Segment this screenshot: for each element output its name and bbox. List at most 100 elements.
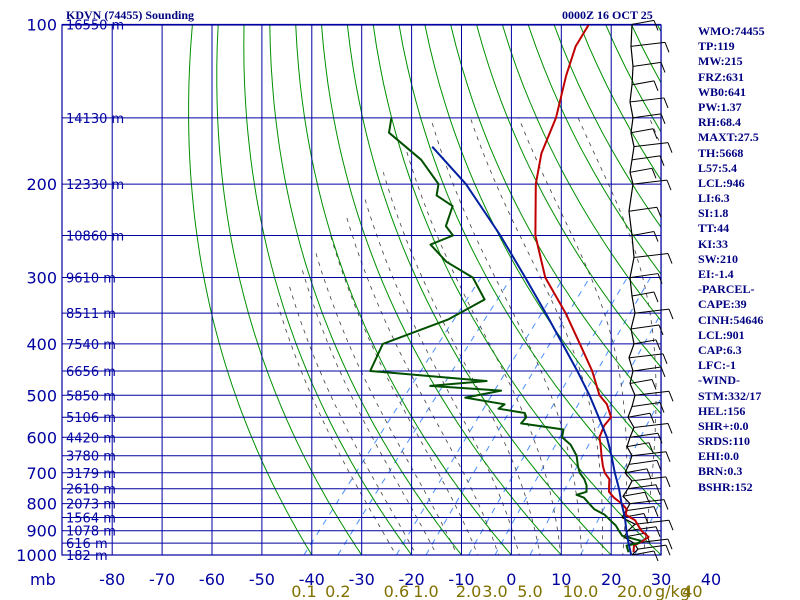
wind-barb-flag — [666, 179, 672, 191]
parcel-path-line — [431, 146, 633, 555]
mixing-ratio-unit-label: g/kg — [655, 582, 690, 600]
wind-barb — [626, 442, 650, 448]
wind-barb-flag — [656, 207, 662, 218]
mixing-ratio-line — [425, 277, 591, 555]
dry-adiabat-line — [579, 25, 661, 181]
wind-barb — [630, 128, 654, 134]
wind-barb-flag — [667, 538, 673, 550]
wind-barb-flag — [653, 231, 659, 242]
wind-barb — [622, 491, 646, 497]
height-label: 616 m — [66, 537, 108, 552]
wind-barb-flag — [660, 113, 666, 125]
pressure-tick-label: 800 — [26, 495, 57, 514]
wind-barb — [627, 526, 657, 532]
wind-barb-flag — [656, 460, 662, 471]
sounding-index: LFC:-1 — [698, 358, 736, 373]
wind-barb-flag — [653, 80, 659, 92]
height-label: 2610 m — [66, 483, 116, 498]
wind-barb — [629, 167, 653, 173]
height-label: 1078 m — [66, 525, 116, 540]
wind-barb — [632, 61, 662, 67]
temperature-tick-label: 0 — [506, 570, 516, 589]
dry-adiabat-line — [761, 24, 800, 566]
sounding-index: WMO:74455 — [698, 24, 765, 38]
wind-barb — [631, 80, 655, 86]
wind-barb — [634, 390, 670, 396]
pressure-tick-label: 100 — [26, 15, 57, 34]
wind-barb — [628, 206, 658, 212]
sounding-index: TP:119 — [698, 39, 735, 54]
dry-adiabat-line — [243, 25, 413, 555]
moist-adiabat-line — [275, 299, 397, 555]
wind-barb — [637, 544, 667, 550]
wind-barb — [631, 451, 667, 457]
sounding-index: MW:215 — [698, 54, 743, 69]
mixing-ratio-tick-label: 3.0 — [482, 582, 507, 600]
wind-barb-flag — [657, 273, 663, 284]
sounding-index: TT:44 — [698, 221, 730, 236]
dry-adiabat-line — [786, 24, 800, 566]
wind-barb-flag — [667, 253, 673, 264]
temperature-tick-label: -10 — [448, 570, 474, 589]
pressure-unit-label: mb — [30, 570, 56, 589]
mixing-ratio-tick-label: 0.6 — [384, 582, 409, 600]
wind-barb-flag — [643, 513, 649, 524]
height-label: 4420 m — [66, 431, 116, 446]
wind-barb-flag — [651, 168, 657, 179]
sounding-index: -PARCEL- — [698, 282, 755, 297]
wind-barb — [632, 366, 662, 372]
sounding-index: BSHR:152 — [698, 479, 753, 494]
wind-barb-flag — [667, 142, 673, 153]
height-label: 16550 m — [66, 18, 124, 33]
sounding-index: BRN:0.3 — [698, 464, 743, 479]
mixing-ratio-tick-label: 1.0 — [413, 582, 438, 600]
wind-barb — [628, 459, 658, 465]
wind-barb — [629, 273, 659, 279]
wind-barb-flag — [652, 128, 658, 139]
wind-barb-flag — [668, 520, 674, 531]
mixing-ratio-tick-label: 2.0 — [456, 582, 481, 600]
wind-barb — [634, 519, 670, 525]
wind-barb — [629, 432, 659, 438]
wind-barb-flag — [665, 476, 671, 488]
sounding-index: CAP:6.3 — [698, 342, 742, 357]
wind-barb-flag — [659, 402, 665, 413]
sounding-index: LI:6.3 — [698, 191, 730, 206]
mixing-ratio-tick-label: 10.0 — [563, 582, 599, 600]
wind-barb — [633, 339, 657, 345]
moist-adiabat-line — [363, 195, 520, 555]
height-label: 3179 m — [66, 467, 116, 482]
wind-barb — [624, 468, 648, 474]
wind-barb — [631, 19, 655, 25]
temperature-line — [534, 25, 650, 553]
height-label: 5850 m — [66, 389, 116, 404]
sounding-index: CAPE:39 — [698, 297, 747, 312]
sounding-index: EHI:0.0 — [698, 449, 740, 464]
moist-adiabat-line — [405, 146, 562, 555]
dry-adiabat-line — [295, 25, 513, 555]
wind-barb — [630, 41, 666, 47]
wind-barb-flag — [646, 468, 652, 479]
wind-barb — [632, 179, 668, 185]
sounding-index: L57:5.4 — [698, 160, 737, 175]
temperature-tick-label: 20 — [601, 570, 621, 589]
pressure-tick-label: 500 — [26, 386, 57, 405]
wind-barb-flag — [665, 451, 671, 462]
dry-adiabat-line — [476, 25, 661, 368]
wind-barb-flag — [648, 442, 654, 453]
dry-adiabat-line — [216, 25, 363, 555]
sounding-index: HEL:156 — [698, 403, 746, 418]
pressure-tick-label: 900 — [26, 522, 57, 541]
height-label: 12330 m — [66, 178, 124, 193]
pressure-tick-label: 1000 — [16, 546, 57, 565]
height-label: 9610 m — [66, 272, 116, 287]
wind-barb-flag — [668, 308, 674, 320]
sounding-index: SW:210 — [698, 251, 739, 266]
wind-barb — [629, 378, 653, 384]
wind-barb — [631, 476, 667, 482]
wind-barb-flag — [655, 484, 661, 495]
temperature-tick-label: 40 — [701, 570, 721, 589]
wind-barb-flag — [667, 423, 673, 434]
moist-adiabat-line — [382, 172, 541, 555]
sounding-index: EI:-1.4 — [698, 267, 734, 281]
